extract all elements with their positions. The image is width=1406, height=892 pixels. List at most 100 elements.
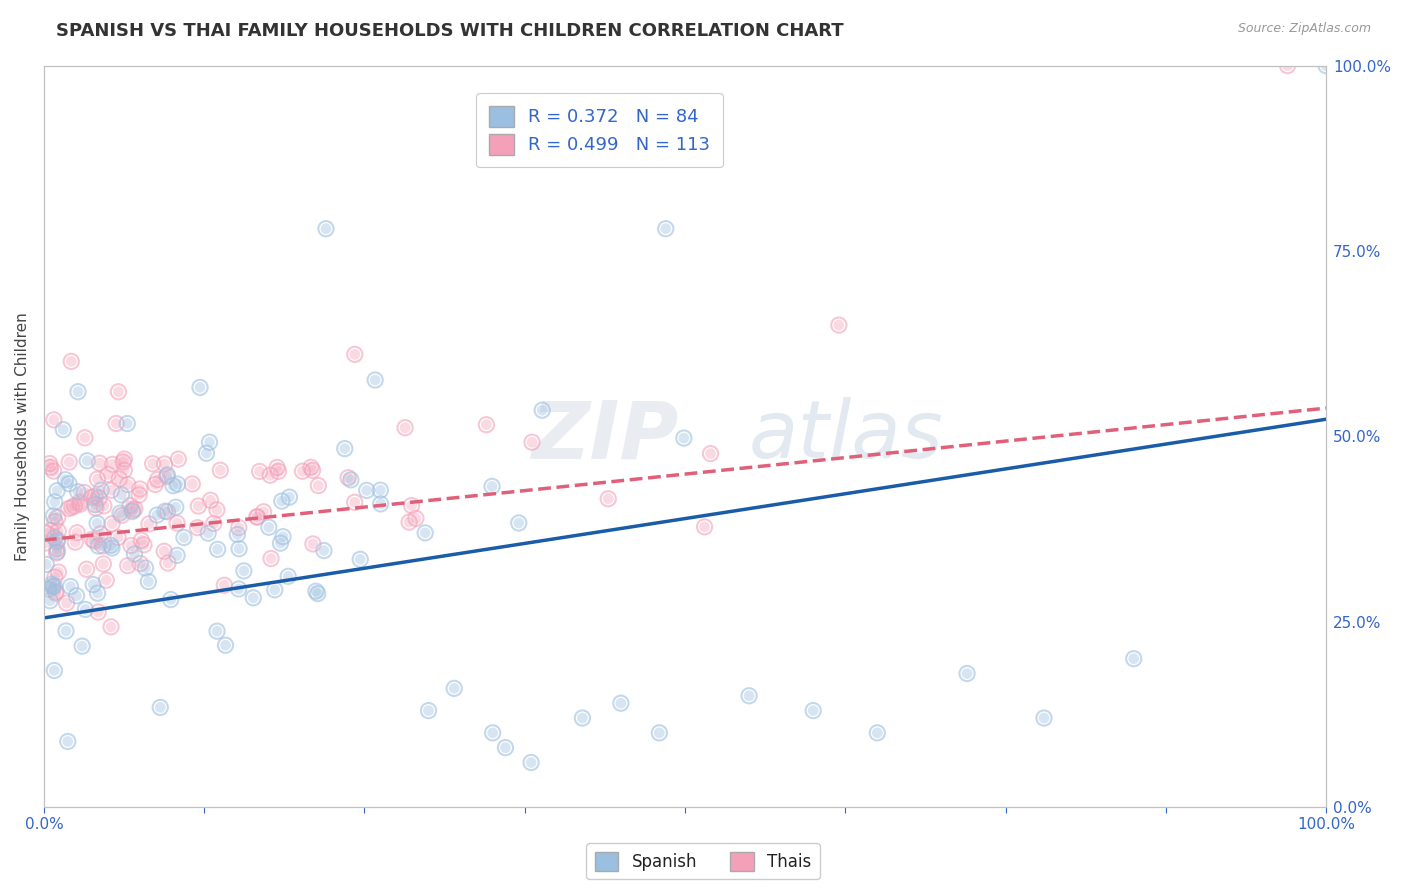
Point <box>232 564 254 578</box>
Point <box>337 471 360 485</box>
Point <box>156 505 179 519</box>
Point <box>956 666 979 681</box>
Point <box>46 510 69 524</box>
Y-axis label: Family Households with Children: Family Households with Children <box>15 312 30 561</box>
Point <box>299 460 322 475</box>
Point <box>197 526 219 541</box>
Point <box>66 484 89 499</box>
Point <box>87 605 110 619</box>
Point <box>108 506 131 520</box>
Point <box>738 689 761 703</box>
Point <box>138 574 160 589</box>
Point <box>343 495 366 509</box>
Point <box>1033 711 1056 725</box>
Point <box>349 552 371 566</box>
Point <box>398 515 420 529</box>
Point <box>1033 711 1056 725</box>
Point <box>112 452 135 467</box>
Point <box>76 454 98 468</box>
Point <box>257 520 280 534</box>
Point <box>135 561 157 575</box>
Point <box>531 403 554 417</box>
Point <box>34 536 56 550</box>
Point <box>1122 651 1144 665</box>
Text: SPANISH VS THAI FAMILY HOUSEHOLDS WITH CHILDREN CORRELATION CHART: SPANISH VS THAI FAMILY HOUSEHOLDS WITH C… <box>56 22 844 40</box>
Point <box>531 403 554 417</box>
Point <box>672 431 695 445</box>
Point <box>269 536 291 550</box>
Point <box>401 499 423 513</box>
Point <box>120 499 142 513</box>
Point <box>135 561 157 575</box>
Point <box>69 497 91 511</box>
Point <box>267 464 290 478</box>
Point <box>475 417 498 432</box>
Point <box>693 520 716 534</box>
Point <box>166 549 188 563</box>
Point <box>39 593 62 607</box>
Point <box>205 624 228 639</box>
Point <box>86 516 108 531</box>
Point <box>598 491 620 506</box>
Point <box>132 538 155 552</box>
Point <box>165 500 187 515</box>
Point <box>83 533 105 548</box>
Point <box>475 417 498 432</box>
Point <box>156 467 179 482</box>
Point <box>42 508 65 523</box>
Point <box>65 535 87 549</box>
Point <box>101 541 124 555</box>
Point <box>117 558 139 573</box>
Point <box>91 539 114 553</box>
Point <box>44 570 66 584</box>
Point <box>266 460 288 475</box>
Point <box>166 516 188 531</box>
Point <box>307 478 329 492</box>
Point <box>41 577 63 591</box>
Point <box>75 602 97 616</box>
Point <box>55 473 77 487</box>
Point <box>100 539 122 553</box>
Point <box>87 605 110 619</box>
Point <box>866 726 889 740</box>
Point <box>228 520 250 534</box>
Point <box>84 498 107 512</box>
Point <box>299 460 322 475</box>
Point <box>156 505 179 519</box>
Point <box>226 527 249 541</box>
Point <box>394 421 416 435</box>
Point <box>214 578 236 592</box>
Point <box>44 515 66 529</box>
Point <box>124 547 146 561</box>
Point <box>100 620 122 634</box>
Point <box>277 569 299 583</box>
Point <box>866 726 889 740</box>
Point <box>84 489 107 503</box>
Point <box>291 464 314 478</box>
Point <box>82 533 104 547</box>
Point <box>45 586 67 600</box>
Point <box>246 510 269 524</box>
Point <box>38 457 60 471</box>
Point <box>252 505 274 519</box>
Point <box>149 700 172 714</box>
Point <box>45 546 67 560</box>
Point <box>1315 59 1337 73</box>
Point <box>828 318 851 332</box>
Point <box>46 483 69 498</box>
Point <box>44 495 66 509</box>
Point <box>242 591 264 605</box>
Point <box>66 484 89 499</box>
Point <box>111 508 134 523</box>
Point <box>121 503 143 517</box>
Point <box>124 502 146 516</box>
Point <box>249 465 271 479</box>
Point <box>108 472 131 486</box>
Point <box>86 586 108 600</box>
Point <box>159 592 181 607</box>
Point <box>96 573 118 587</box>
Point <box>405 511 427 525</box>
Point <box>42 508 65 523</box>
Point <box>333 442 356 456</box>
Point <box>166 516 188 531</box>
